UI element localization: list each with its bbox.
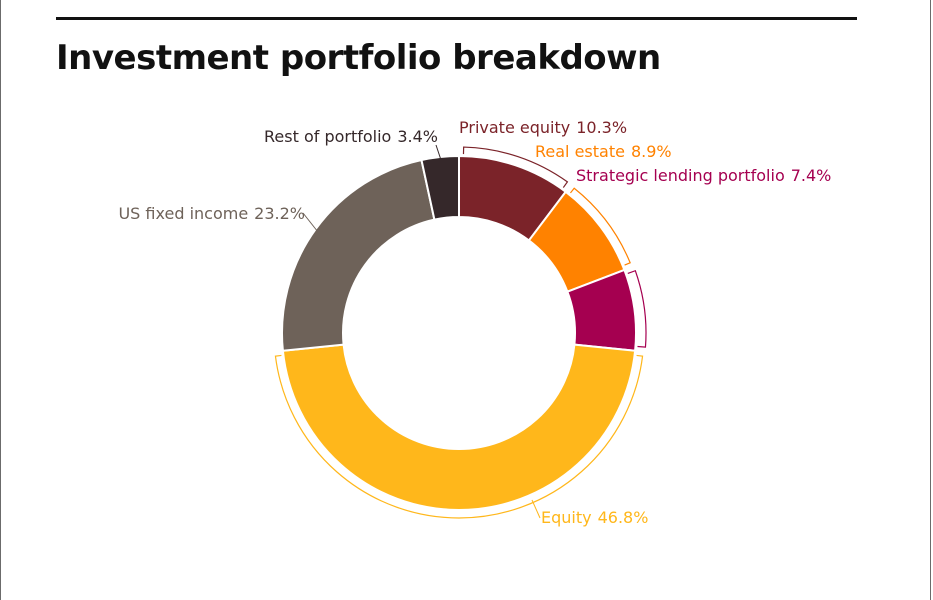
slice-rest-of-portfolio <box>420 154 460 221</box>
label-value-us-fixed-income: 23.2% <box>254 204 305 223</box>
leader-us-fixed-income <box>302 212 319 233</box>
label-strategic-lending-portfolio: Strategic lending portfolio 7.4% <box>576 166 831 185</box>
bracket-real-estate <box>569 187 631 266</box>
label-real-estate: Real estate 8.9% <box>535 142 672 161</box>
chart-title: Investment portfolio breakdown <box>56 38 661 78</box>
slice-us-fixed-income <box>281 158 436 352</box>
label-us-fixed-income: US fixed income 23.2% <box>118 204 305 223</box>
label-name-strategic-lending-portfolio: Strategic lending portfolio <box>576 166 785 185</box>
label-equity: Equity 46.8% <box>541 508 648 527</box>
bracket-equity <box>274 354 644 519</box>
label-name-private-equity: Private equity <box>459 118 570 137</box>
leader-equity <box>531 499 541 519</box>
label-name-equity: Equity <box>541 508 592 527</box>
bracket-private-equity <box>462 146 569 188</box>
label-name-rest-of-portfolio: Rest of portfolio <box>264 127 391 146</box>
label-value-private-equity: 10.3% <box>576 118 627 137</box>
leader-rest-of-portfolio <box>435 144 442 161</box>
label-name-us-fixed-income: US fixed income <box>118 204 248 223</box>
label-rest-of-portfolio: Rest of portfolio 3.4% <box>264 127 438 146</box>
label-value-equity: 46.8% <box>598 508 649 527</box>
bracket-strategic-lending-portfolio <box>627 269 647 348</box>
label-name-real-estate: Real estate <box>535 142 625 161</box>
label-value-strategic-lending-portfolio: 7.4% <box>791 166 832 185</box>
label-value-real-estate: 8.9% <box>631 142 672 161</box>
label-value-rest-of-portfolio: 3.4% <box>397 127 438 146</box>
top-rule <box>56 17 857 20</box>
label-private-equity: Private equity 10.3% <box>459 118 627 137</box>
donut-chart: Private equity 10.3% Real estate 8.9% Strate… <box>118 118 831 527</box>
slice-equity <box>281 343 637 511</box>
